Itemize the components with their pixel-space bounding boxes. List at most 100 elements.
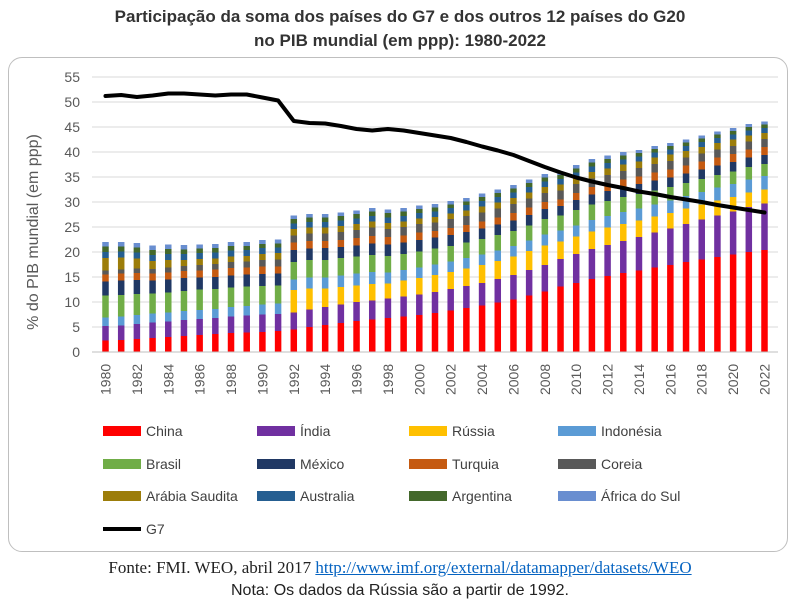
bar-segment xyxy=(337,216,345,221)
bar-segment xyxy=(682,157,690,166)
bar-segment xyxy=(557,230,564,242)
bar-segment xyxy=(463,205,470,211)
bar-segment xyxy=(368,243,376,255)
bar-segment xyxy=(761,189,768,204)
bar-segment xyxy=(290,250,298,262)
bar-segment xyxy=(117,269,125,274)
bar-segment xyxy=(729,146,737,154)
bar-segment xyxy=(384,318,392,352)
x-tick-label: 1992 xyxy=(286,364,302,395)
g7-series-line xyxy=(103,91,767,215)
bar-segment xyxy=(337,275,345,287)
bar-segment xyxy=(541,265,549,292)
bar-segment xyxy=(761,203,768,250)
bar-segment xyxy=(572,236,580,254)
legend-label: Argentina xyxy=(452,488,512,504)
y-tick-label: 55 xyxy=(64,69,80,85)
bar-segment xyxy=(337,323,345,352)
legend-swatch xyxy=(103,459,141,469)
bar-segment xyxy=(729,171,737,184)
bar-segment xyxy=(212,264,219,270)
bar-segment xyxy=(384,209,392,213)
bar-segment xyxy=(682,146,690,151)
bar-segment xyxy=(620,273,627,352)
x-tick-label: 1990 xyxy=(254,364,270,395)
bar-segment xyxy=(353,302,360,321)
bar-segment xyxy=(337,240,345,247)
bar-segment xyxy=(714,175,721,188)
bar-segment xyxy=(149,313,156,323)
bar-segment xyxy=(572,200,580,210)
bar-segment xyxy=(651,172,658,181)
bar-segment xyxy=(400,208,407,212)
bar-segment xyxy=(541,234,549,246)
bar-segment xyxy=(353,230,360,238)
bar-segment xyxy=(416,209,423,213)
bar-segment xyxy=(494,250,502,261)
bar-segment xyxy=(431,264,439,275)
bar-segment xyxy=(620,171,627,180)
bar-segment xyxy=(400,280,407,297)
x-tick-label: 1984 xyxy=(160,364,176,395)
source-link[interactable]: http://www.imf.org/external/datamapper/d… xyxy=(315,558,692,577)
bar-segment xyxy=(259,286,266,305)
bar-segment xyxy=(384,229,392,237)
bar-segment xyxy=(431,231,439,238)
legend-label: Índia xyxy=(300,423,331,439)
bar-segment xyxy=(400,254,407,270)
bar-segment xyxy=(588,162,596,167)
bar-segment xyxy=(180,271,188,278)
x-tick-label: 2012 xyxy=(600,364,616,395)
bar-segment xyxy=(635,150,643,153)
bar-segment xyxy=(541,209,549,219)
bar-segment xyxy=(321,214,329,218)
bar-segment xyxy=(698,169,705,179)
bar-segment xyxy=(588,166,596,172)
bar-segment xyxy=(243,315,250,333)
bar-segment xyxy=(447,219,454,228)
bar-segment xyxy=(761,164,768,176)
bar-segment xyxy=(227,287,235,307)
bar-segment xyxy=(745,124,753,127)
y-tick-label: 30 xyxy=(64,194,80,210)
bar-segment xyxy=(478,239,486,255)
bar-segment xyxy=(651,157,658,164)
bar-segment xyxy=(400,216,407,222)
bar-segment xyxy=(384,298,392,318)
bar-segment xyxy=(306,277,313,289)
bar-segment xyxy=(541,245,549,265)
bar-segment xyxy=(259,244,266,248)
y-axis-label: % do PIB mundial (em ppp) xyxy=(25,134,42,330)
bar-segment xyxy=(149,322,156,338)
source-prefix: Fonte: FMI. WEO, abril 2017 xyxy=(108,558,316,577)
bar-segment xyxy=(117,295,125,317)
bar-segment xyxy=(463,258,470,269)
bar-segment xyxy=(290,290,298,313)
bar-segment xyxy=(698,179,705,192)
bar-segment xyxy=(165,249,172,254)
bar-segment xyxy=(651,232,658,268)
y-tick-label: 10 xyxy=(64,294,80,310)
bar-segment xyxy=(572,184,580,193)
bar-segment xyxy=(494,217,502,225)
bar-segment xyxy=(510,275,517,300)
bar-segment xyxy=(212,248,219,253)
bar-segment xyxy=(243,246,250,250)
bar-segment xyxy=(729,254,737,352)
bar-segment xyxy=(431,217,439,223)
bar-segment xyxy=(243,274,250,287)
bar-segment xyxy=(149,293,156,314)
bar-segment xyxy=(290,229,298,236)
bar-segment xyxy=(447,208,454,214)
legend-swatch xyxy=(558,459,596,469)
bar-segment xyxy=(698,142,705,147)
bar-segment xyxy=(274,273,282,286)
bar-segment xyxy=(400,235,407,243)
bar-segment xyxy=(541,193,549,202)
bar-segment xyxy=(149,250,156,255)
bar-segment xyxy=(635,270,643,352)
bar-segment xyxy=(133,273,141,280)
bar-segment xyxy=(416,232,423,240)
bar-segment xyxy=(353,218,360,224)
bar-segment xyxy=(212,258,219,264)
